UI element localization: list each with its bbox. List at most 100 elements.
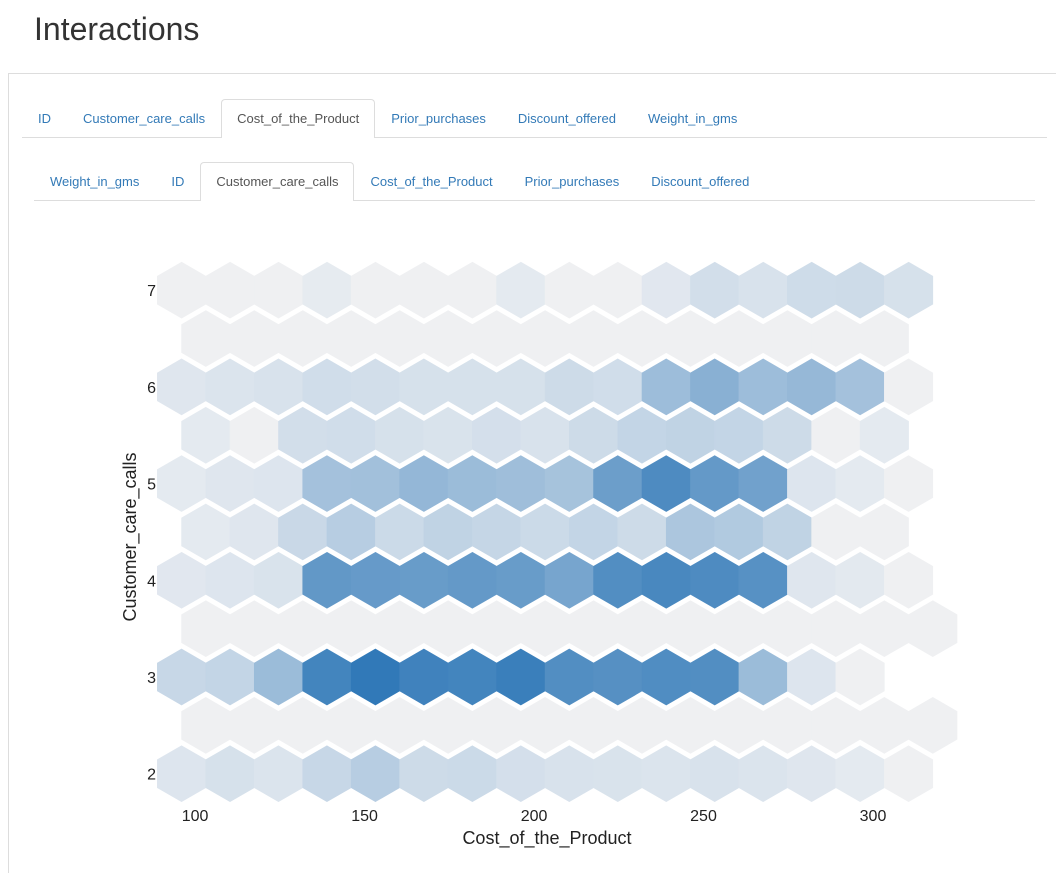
hexbin-cell bbox=[787, 745, 837, 803]
hexbin-cell bbox=[157, 455, 207, 512]
variable-tabs-secondary: Weight_in_gms ID Customer_care_calls Cos… bbox=[34, 162, 1035, 201]
hexbin-cell bbox=[326, 600, 376, 657]
subtab-cost-of-the-product[interactable]: Cost_of_the_Product bbox=[370, 174, 493, 189]
hexbin-cell bbox=[375, 600, 425, 657]
y-tick-label: 2 bbox=[147, 767, 156, 784]
hexbin-cell bbox=[665, 406, 716, 464]
hexbin-cell bbox=[908, 697, 958, 754]
hexbin-cell bbox=[641, 745, 691, 803]
hexbin-cell bbox=[641, 648, 691, 706]
hexbin-cell bbox=[229, 600, 279, 657]
hexbin-cell bbox=[205, 261, 255, 319]
x-axis-label: Cost_of_the_Product bbox=[462, 828, 631, 849]
hexbin-cell bbox=[520, 310, 570, 367]
hexbin-cell bbox=[229, 310, 279, 367]
y-axis-label: Customer_care_calls bbox=[120, 452, 141, 621]
hexbin-cell bbox=[714, 600, 764, 657]
hexbin-cell bbox=[302, 261, 352, 319]
hexbin-cell bbox=[568, 697, 619, 754]
hexbin-cell bbox=[157, 551, 207, 609]
hexbin-cell bbox=[181, 600, 231, 657]
tab-customer-care-calls[interactable]: Customer_care_calls bbox=[83, 111, 206, 126]
tab-weight-in-gms[interactable]: Weight_in_gms bbox=[647, 111, 738, 126]
hexbin-cell bbox=[253, 745, 304, 803]
hexbin-cell bbox=[278, 697, 328, 754]
hexbin-cell bbox=[350, 745, 400, 803]
hexbin-cell bbox=[496, 261, 546, 319]
hexbin-cell bbox=[181, 697, 231, 754]
y-tick-label: 3 bbox=[147, 670, 156, 687]
hexbin-cell bbox=[399, 358, 449, 416]
subtab-discount-offered[interactable]: Discount_offered bbox=[651, 174, 750, 189]
hexbin-cell bbox=[738, 745, 788, 803]
hexbin-cell bbox=[762, 697, 812, 754]
hexbin-cell bbox=[181, 406, 231, 464]
hexbin-cell bbox=[520, 503, 570, 561]
hexbin-cell bbox=[399, 455, 449, 512]
hexbin-cell bbox=[544, 358, 594, 416]
tab-prior-purchases[interactable]: Prior_purchases bbox=[391, 111, 486, 126]
hexbin-cell bbox=[520, 697, 570, 754]
interactions-panel bbox=[8, 73, 1056, 873]
hexbin-cell bbox=[762, 406, 812, 464]
hexbin-cell bbox=[423, 503, 473, 561]
hexbin-cell bbox=[544, 648, 594, 706]
hexbin-cell bbox=[665, 310, 716, 367]
hexbin-cell bbox=[375, 697, 425, 754]
hexbin-cell bbox=[787, 551, 837, 609]
subtab-customer-care-calls[interactable]: Customer_care_calls bbox=[200, 162, 355, 201]
hexbin-cell bbox=[302, 551, 352, 609]
subtab-prior-purchases[interactable]: Prior_purchases bbox=[524, 174, 620, 189]
hexbin-cell bbox=[399, 648, 449, 706]
hexbin-cell bbox=[811, 600, 861, 657]
hexbin-cell bbox=[641, 261, 691, 319]
hexbin-cell bbox=[447, 648, 497, 706]
hexbin-cell bbox=[496, 745, 546, 803]
hexbin-cell bbox=[544, 551, 594, 609]
tab-discount-offered[interactable]: Discount_offered bbox=[517, 111, 616, 126]
tab-cost-of-the-product[interactable]: Cost_of_the_Product bbox=[221, 99, 376, 138]
hexbin-cell bbox=[738, 551, 788, 609]
hexbin-cell bbox=[835, 455, 885, 512]
hexbin-cell bbox=[762, 503, 812, 561]
hexbin-cell bbox=[278, 310, 328, 367]
hexbin-cell bbox=[714, 697, 764, 754]
hexbin-cell bbox=[326, 406, 376, 464]
hexbin-cell bbox=[593, 551, 643, 609]
x-tick-label: 100 bbox=[182, 808, 209, 825]
hexbin-cell bbox=[157, 358, 207, 416]
hexbin-cell bbox=[593, 261, 643, 319]
tab-id[interactable]: ID bbox=[38, 111, 51, 126]
page-title: Interactions bbox=[34, 11, 200, 47]
subtab-weight-in-gms[interactable]: Weight_in_gms bbox=[50, 174, 140, 189]
hexbin-cell bbox=[423, 697, 473, 754]
hexbin-cell bbox=[884, 261, 934, 319]
hexbin-cell bbox=[399, 551, 449, 609]
hexbin-cell bbox=[472, 310, 522, 367]
hexbin-cell bbox=[738, 358, 788, 416]
hexbin-cell bbox=[157, 261, 207, 319]
hexbin-cell bbox=[205, 648, 255, 706]
hexbin-cells bbox=[157, 261, 958, 803]
hexbin-cell bbox=[253, 648, 304, 706]
hexbin-cell bbox=[278, 600, 328, 657]
hexbin-cell bbox=[811, 406, 861, 464]
hexbin-cell bbox=[665, 503, 716, 561]
hexbin-cell bbox=[302, 455, 352, 512]
y-tick-label: 5 bbox=[147, 477, 156, 494]
hexbin-cell bbox=[641, 551, 691, 609]
x-tick-label: 150 bbox=[351, 808, 378, 825]
subtab-id[interactable]: ID bbox=[171, 174, 185, 189]
hexbin-cell bbox=[690, 358, 740, 416]
hexbin-cell bbox=[302, 648, 352, 706]
y-tick-label: 6 bbox=[147, 380, 156, 397]
hexbin-cell bbox=[884, 551, 934, 609]
hexbin-cell bbox=[496, 551, 546, 609]
hexbin-cell bbox=[568, 406, 619, 464]
hexbin-cell bbox=[326, 697, 376, 754]
hexbin-cell bbox=[544, 745, 594, 803]
hexbin-cell bbox=[496, 455, 546, 512]
hexbin-cell bbox=[472, 697, 522, 754]
hexbin-cell bbox=[859, 600, 909, 657]
hexbin-cell bbox=[302, 358, 352, 416]
